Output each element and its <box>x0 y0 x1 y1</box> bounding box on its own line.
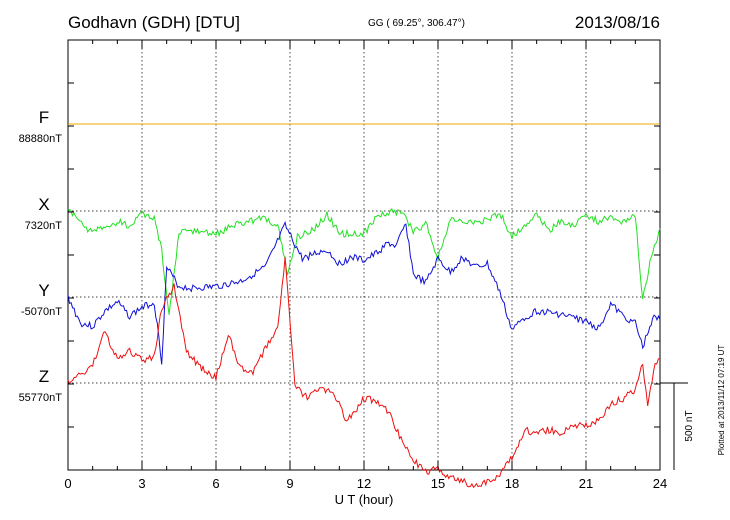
series-name-y: Y <box>38 281 49 300</box>
x-tick-label: 3 <box>138 476 145 491</box>
x-tick-label: 15 <box>431 476 445 491</box>
plotted-at-note: Plotted at 2013/11/12 07:19 UT <box>717 345 726 456</box>
x-axis-label: U T (hour) <box>335 492 394 507</box>
date-label: 2013/08/16 <box>575 13 660 32</box>
x-tick-label: 18 <box>505 476 519 491</box>
series-name-f: F <box>39 108 49 127</box>
x-tick-label: 21 <box>579 476 593 491</box>
x-tick-label: 24 <box>653 476 667 491</box>
series-labels: F 88880nT X 7320nT Y -5070nT Z 55770nT <box>19 108 63 404</box>
series-baseline-x: 7320nT <box>25 220 63 232</box>
x-tick-label: 6 <box>212 476 219 491</box>
plot-grid <box>141 40 587 470</box>
series-name-x: X <box>38 195 49 214</box>
series-baseline-z: 55770nT <box>19 392 63 404</box>
x-tick-label: 12 <box>357 476 371 491</box>
x-tick-labels: 0 3 6 9 12 15 18 21 24 <box>64 476 667 491</box>
series-name-z: Z <box>39 367 49 386</box>
axis-ticks <box>67 40 661 470</box>
series-lines <box>67 123 661 489</box>
series-baseline-y: -5070nT <box>21 306 62 318</box>
series-line-y <box>67 220 661 365</box>
series-baseline-f: 88880nT <box>19 133 63 145</box>
station-title: Godhavn (GDH) [DTU] <box>68 13 240 32</box>
scale-bar: 500 nT <box>660 382 695 470</box>
coordinates-label: GG ( 69.25°, 306.47°) <box>368 18 465 29</box>
series-line-z <box>67 256 661 489</box>
x-tick-label: 0 <box>64 476 71 491</box>
x-tick-label: 9 <box>286 476 293 491</box>
scale-bar-label: 500 nT <box>684 410 695 441</box>
